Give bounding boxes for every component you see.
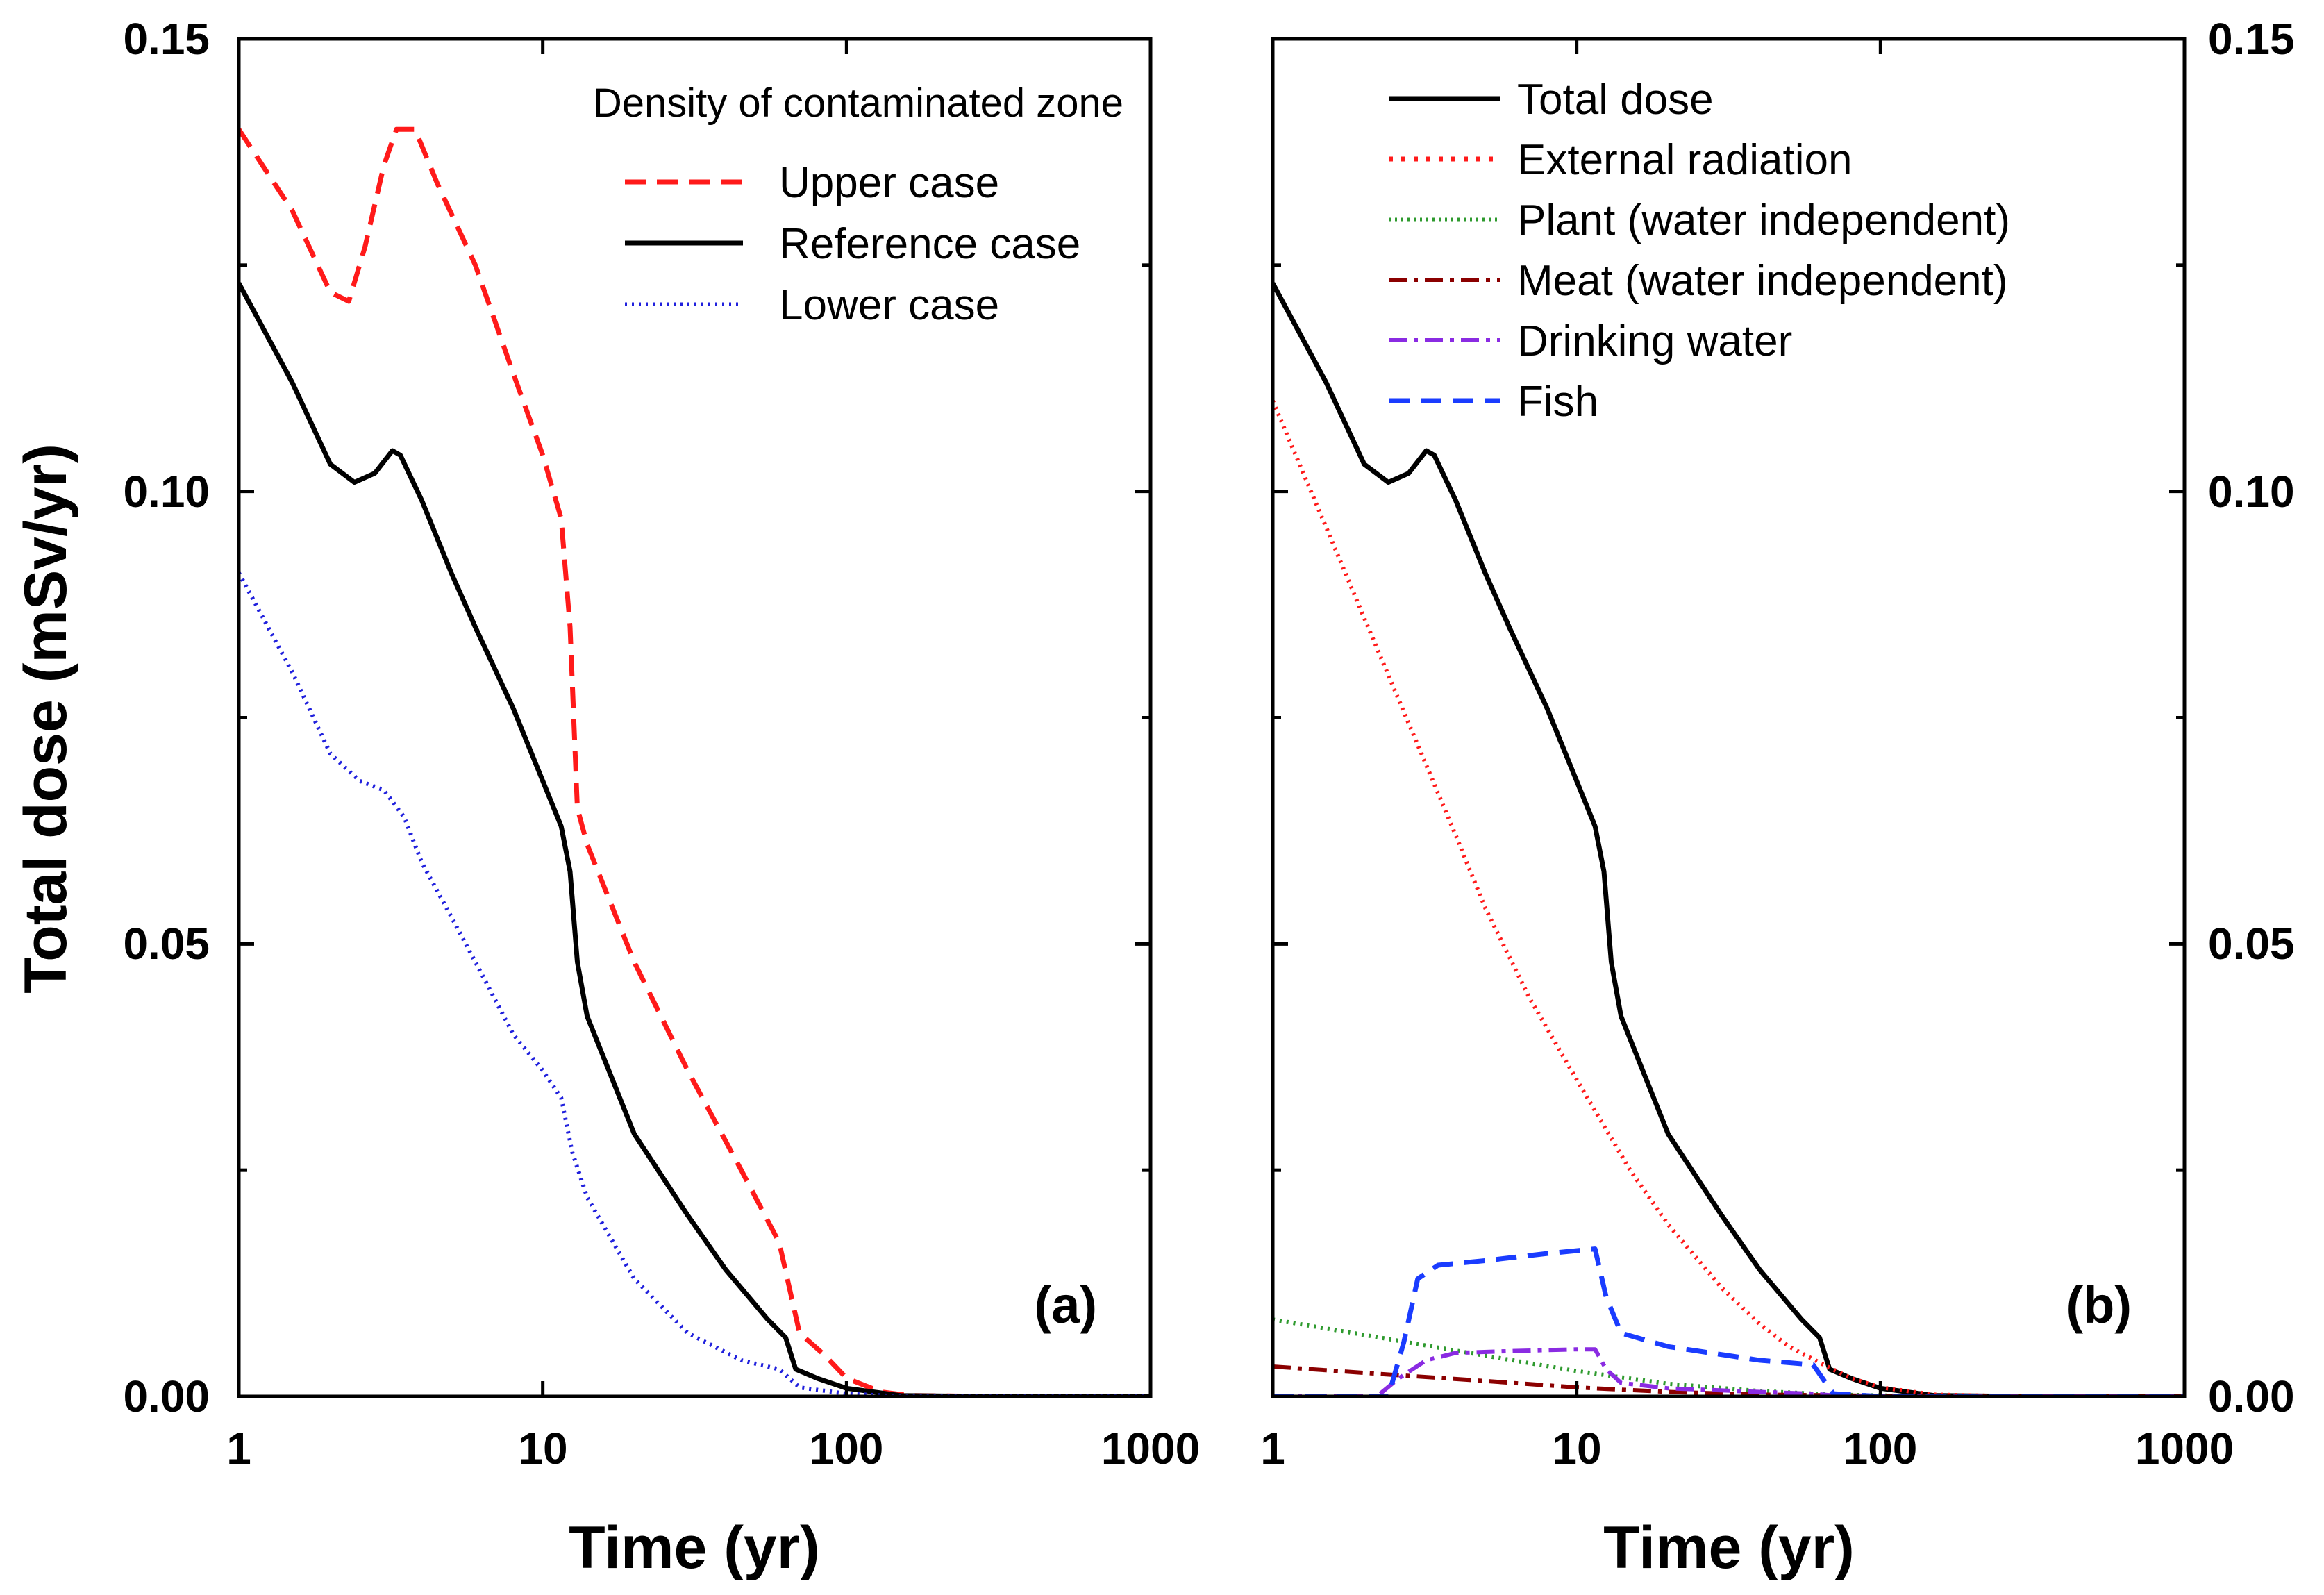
panel-a-series-upper-case: [239, 126, 1151, 1396]
x-tick-label-3: 1000: [2135, 1423, 2234, 1473]
panel-a-series-group: [239, 126, 1151, 1396]
panel-b-x-axis-title: Time (yr): [1603, 1514, 1855, 1581]
y-tick-label-0: 0.00: [2208, 1371, 2295, 1421]
panel-a-legend: Density of contaminated zone Upper case …: [593, 81, 1123, 329]
x-tick-label-0: 1: [1260, 1423, 1285, 1473]
panel-a-y-tick-labels: 0.00 0.05 0.10 0.15: [123, 14, 210, 1421]
panel-a-plot-clip-group: [239, 126, 1151, 1396]
x-tick-label-2: 100: [1844, 1423, 1918, 1473]
panel-b: 0.00 0.05 0.10 0.15 1 10 100 1000 Time (…: [1260, 14, 2294, 1581]
panel-b-legend: Total dose External radiation Plant (wat…: [1389, 76, 2010, 426]
panel-b-plot-clip-group: [1273, 282, 2184, 1396]
legend-label-upper-case: Upper case: [779, 159, 999, 207]
x-tick-label-0: 1: [226, 1423, 251, 1473]
panel-a-x-tick-labels: 1 10 100 1000: [226, 1423, 1200, 1473]
panel-b-ticks: [1271, 37, 2187, 1398]
panel-a-series-reference-case: [239, 282, 1151, 1396]
legend-label-reference-case: Reference case: [779, 220, 1080, 268]
panel-b-series-total-dose: [1273, 282, 2184, 1396]
x-tick-label-1: 10: [1552, 1423, 1601, 1473]
panel-a-label: (a): [1035, 1276, 1097, 1334]
panel-a-ticks: [237, 37, 1153, 1398]
y-tick-label-0: 0.00: [123, 1371, 210, 1421]
panel-b-label: (b): [2066, 1276, 2132, 1334]
legend-label-plant: Plant (water independent): [1517, 197, 2010, 244]
legend-title: Density of contaminated zone: [593, 81, 1123, 126]
legend-label-total-dose: Total dose: [1517, 76, 1714, 124]
panel-b-y-tick-labels: 0.00 0.05 0.10 0.15: [2208, 14, 2295, 1421]
y-tick-label-3: 0.15: [123, 14, 210, 64]
legend-label-external-radiation: External radiation: [1517, 136, 1853, 184]
y-tick-label-2: 0.10: [2208, 467, 2295, 517]
x-tick-label-3: 1000: [1101, 1423, 1200, 1473]
legend-label-drinking-water: Drinking water: [1517, 317, 1792, 365]
panel-b-x-tick-labels: 1 10 100 1000: [1260, 1423, 2234, 1473]
y-tick-label-3: 0.15: [2208, 14, 2295, 64]
y-tick-label-1: 0.05: [2208, 919, 2295, 969]
legend-label-meat: Meat (water independent): [1517, 257, 2008, 305]
panel-a-y-axis-title: Total dose (mSv/yr): [12, 444, 79, 994]
panel-b-series-group: [1273, 282, 2184, 1396]
x-tick-label-1: 10: [518, 1423, 567, 1473]
y-tick-label-2: 0.10: [123, 467, 210, 517]
panel-b-series-external-radiation: [1273, 400, 2184, 1396]
panel-b-series-drinking-water: [1273, 1347, 2184, 1396]
panel-a-series-lower-case: [239, 571, 1151, 1396]
x-tick-label-2: 100: [810, 1423, 884, 1473]
legend-label-fish: Fish: [1517, 378, 1598, 426]
panel-a: 0.00 0.05 0.10 0.15 1 10 100 1000 Time (…: [12, 14, 1200, 1581]
panel-a-x-axis-title: Time (yr): [569, 1514, 820, 1581]
y-tick-label-1: 0.05: [123, 919, 210, 969]
legend-label-lower-case: Lower case: [779, 281, 999, 329]
